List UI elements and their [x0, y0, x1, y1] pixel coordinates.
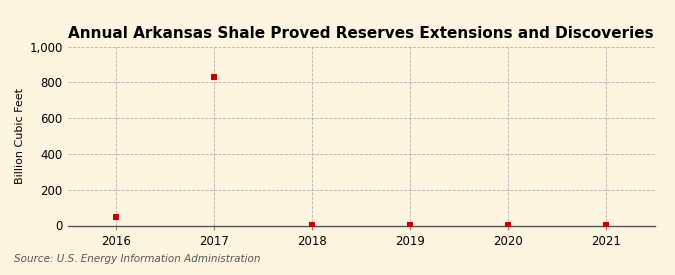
Text: Source: U.S. Energy Information Administration: Source: U.S. Energy Information Administ…	[14, 254, 260, 264]
Point	[209, 75, 220, 79]
Point	[111, 214, 122, 219]
Point	[601, 223, 612, 227]
Y-axis label: Billion Cubic Feet: Billion Cubic Feet	[15, 88, 25, 184]
Point	[307, 223, 318, 227]
Point	[503, 223, 514, 227]
Title: Annual Arkansas Shale Proved Reserves Extensions and Discoveries: Annual Arkansas Shale Proved Reserves Ex…	[68, 26, 654, 42]
Point	[405, 223, 416, 227]
